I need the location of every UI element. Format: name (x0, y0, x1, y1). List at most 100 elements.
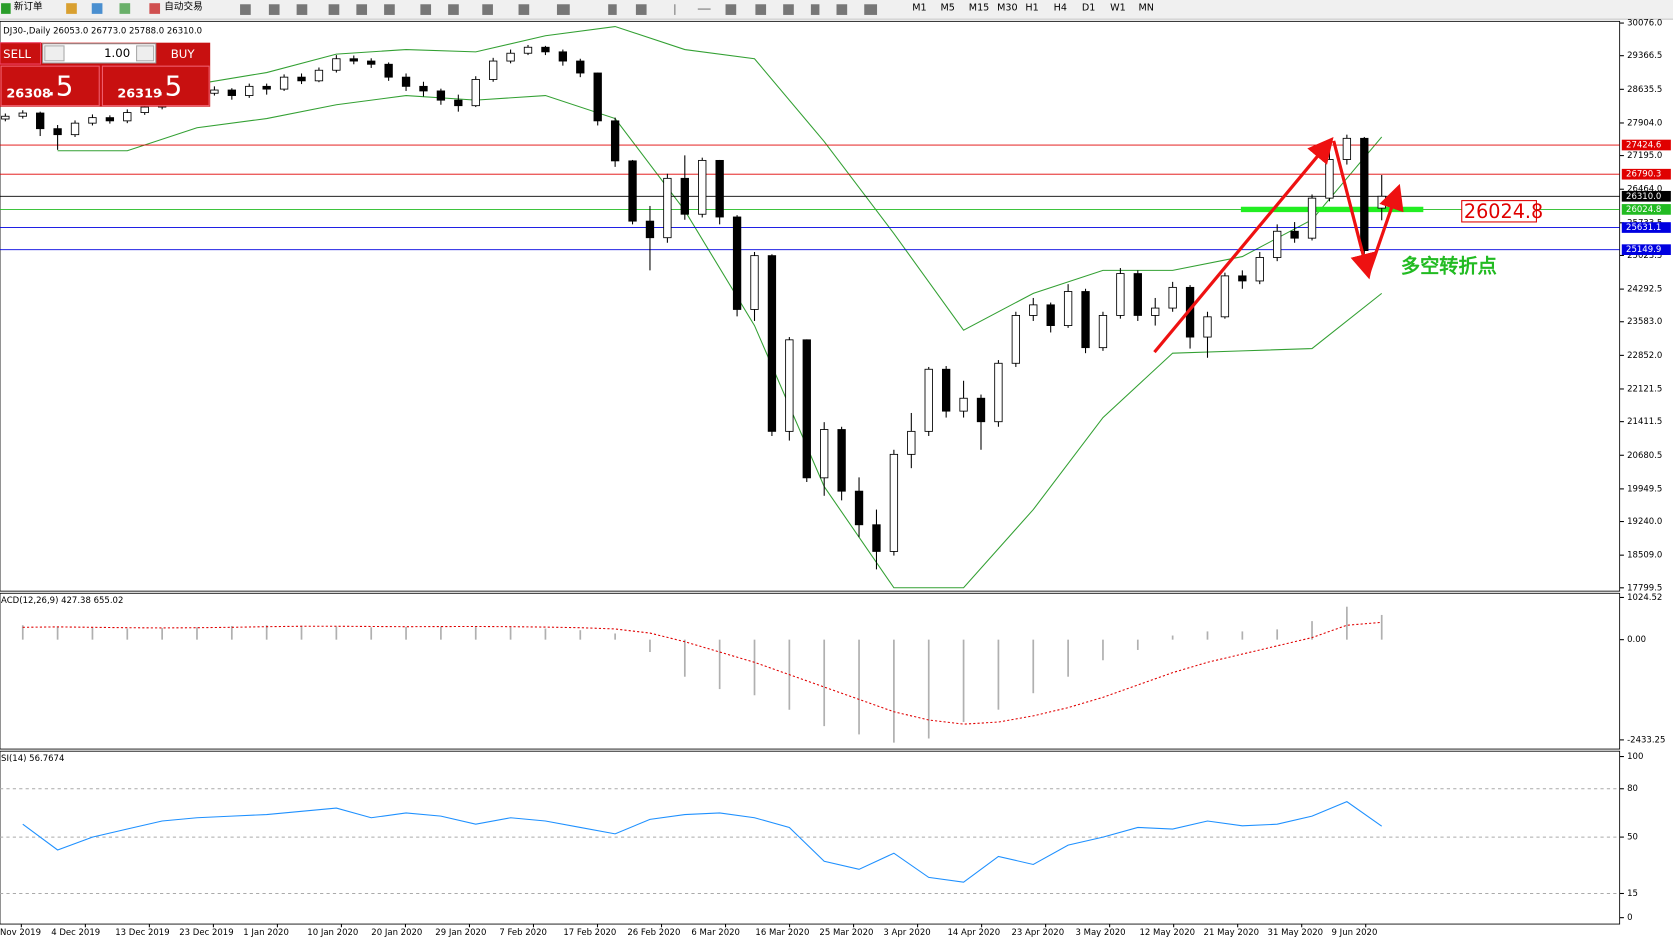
candle-body (976, 397, 986, 423)
candle-body (715, 159, 724, 218)
tool-icon[interactable] (420, 4, 432, 15)
x-tick-label: 21 May 2020 (1204, 928, 1260, 938)
tool-icon[interactable] (482, 4, 493, 15)
lot-input[interactable] (42, 43, 157, 64)
candle-body (367, 60, 376, 65)
trade-panel: SELL 1.00 BUY 26308 .5 26319 .5 (0, 42, 211, 107)
toolbar-icons (240, 4, 878, 15)
tool-icon[interactable] (91, 3, 103, 14)
sell-price-box[interactable] (0, 65, 100, 107)
candle-body (872, 524, 881, 552)
level-label: 26310.0 (1626, 192, 1661, 202)
tool-icon[interactable] (66, 3, 77, 14)
candle-body (820, 429, 829, 479)
price-callout: 26024.8 (1464, 200, 1543, 223)
timeframe[interactable]: M15 (969, 2, 989, 13)
candle-body (53, 128, 62, 136)
tool-icon[interactable] (864, 4, 878, 15)
buy-pips[interactable]: .5 (156, 69, 182, 102)
candle-body (70, 122, 80, 136)
tool-icon[interactable] (119, 3, 131, 14)
y-tick-label: 0 (1627, 913, 1632, 923)
tool-icon[interactable] (836, 4, 848, 15)
candle-body (1, 115, 10, 120)
candle-body (645, 220, 655, 239)
y-tick-label: 27195.0 (1627, 151, 1662, 161)
timeframe[interactable]: M5 (941, 2, 955, 13)
lot-down[interactable] (44, 45, 65, 62)
tool-icon[interactable] (810, 4, 820, 15)
candle-body (1063, 291, 1073, 326)
auto-trading[interactable]: 自动交易 (164, 0, 202, 12)
candle-body (1029, 304, 1038, 316)
main-panel (0, 20, 1621, 592)
new-order-icon[interactable] (1, 3, 11, 14)
candle-body (541, 46, 550, 53)
auto-trading-icon[interactable] (149, 3, 161, 14)
candle-body (227, 89, 236, 96)
tool-icon[interactable] (356, 4, 368, 15)
tool-icon[interactable] (448, 4, 459, 15)
timeframe[interactable]: H1 (1025, 2, 1038, 13)
lot-value[interactable]: 1.00 (104, 46, 130, 60)
macd-title: ACD(12,26,9) 427.38 655.02 (1, 596, 123, 606)
candle-body (297, 76, 306, 82)
macd-panel (0, 592, 1621, 750)
tool-icon[interactable] (725, 4, 737, 15)
tool-icon[interactable] (328, 4, 340, 15)
timeframe[interactable]: D1 (1082, 2, 1095, 13)
candle-body (1377, 195, 1386, 209)
tool-icon[interactable] (697, 8, 711, 10)
lot-up[interactable] (136, 45, 155, 62)
candle-body (610, 120, 620, 162)
y-tick-label: 29366.5 (1627, 51, 1662, 61)
buy-price-box[interactable] (101, 65, 210, 107)
candle-body (332, 58, 341, 71)
tool-icon[interactable] (240, 4, 251, 15)
timeframe[interactable]: H4 (1054, 2, 1067, 13)
sell-label[interactable]: SELL (3, 47, 31, 61)
candle-body (1290, 230, 1299, 239)
candle-body (36, 112, 45, 130)
tool-icon[interactable] (556, 4, 570, 15)
price-callout-box (1461, 200, 1537, 223)
buy-label[interactable]: BUY (171, 47, 196, 61)
timeframe[interactable]: MN (1138, 2, 1153, 13)
buy-price[interactable]: 26319 (117, 86, 162, 101)
candle-body (1116, 273, 1125, 316)
tool-icon[interactable] (384, 4, 395, 15)
timeframe[interactable]: M1 (912, 2, 926, 13)
candle-body (663, 177, 672, 239)
level-label: 26790.3 (1626, 170, 1661, 180)
sell-price[interactable]: 26308 (6, 86, 51, 101)
tool-icon[interactable] (755, 4, 767, 15)
y-tick-label: 15 (1627, 889, 1638, 899)
tool-icon[interactable] (783, 4, 794, 15)
x-tick-label: 20 Jan 2020 (371, 928, 422, 938)
tool-icon[interactable] (268, 4, 280, 15)
sell-button[interactable] (0, 42, 42, 65)
timeframe[interactable]: W1 (1110, 2, 1126, 13)
tool-icon[interactable] (296, 4, 308, 15)
y-tick-label: 20680.5 (1627, 451, 1662, 461)
y-tick-label: 24292.5 (1627, 285, 1662, 295)
tool-icon[interactable] (608, 4, 617, 15)
candle-body (18, 112, 27, 117)
sell-pips[interactable]: .5 (47, 69, 73, 102)
trend-arrow (1367, 183, 1404, 274)
candle-body (1342, 137, 1352, 160)
timeframe[interactable]: M30 (997, 2, 1017, 13)
level-label: 25631.1 (1626, 223, 1661, 233)
candle-body (1151, 307, 1160, 316)
tool-icon[interactable] (518, 4, 530, 15)
tool-icon[interactable] (674, 4, 676, 15)
x-tick-label: 14 Apr 2020 (947, 928, 1000, 938)
y-tick-label: 80 (1627, 784, 1638, 794)
candle-body (576, 60, 585, 74)
new-order[interactable]: 新订单 (14, 0, 43, 12)
plot: 30076.0 29366.5 28635.5 27904.0 27195.0 26464… (0, 19, 1671, 938)
y-tick-label: 19240.0 (1627, 517, 1662, 527)
candle-body (245, 85, 254, 96)
tool-icon[interactable] (635, 4, 647, 15)
